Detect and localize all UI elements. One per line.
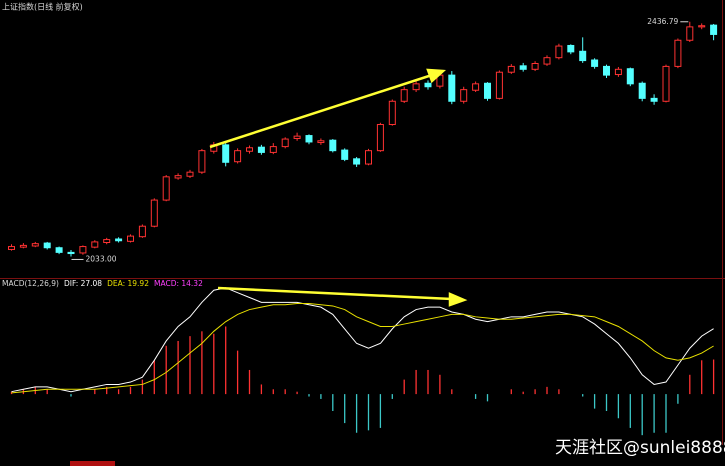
candle-body [388, 100, 396, 126]
candle-body [710, 24, 718, 35]
candle-body [650, 97, 658, 102]
candle-body [127, 235, 134, 242]
candle-body [400, 89, 408, 102]
low-annotation: 2033.00 [86, 254, 117, 263]
candle-body [614, 68, 622, 76]
candle-body [162, 176, 170, 201]
candle-body [353, 158, 361, 165]
candle-body [698, 25, 706, 28]
candle-body [531, 62, 539, 70]
macd-panel [10, 287, 715, 436]
candle-body [686, 26, 694, 41]
candle-body [31, 243, 39, 247]
candle-body [198, 150, 206, 173]
trend-arrow [209, 68, 468, 307]
candle-body [638, 82, 646, 99]
candle-body [555, 45, 563, 59]
candle-body [579, 50, 587, 62]
macd-line [11, 303, 714, 394]
candle-body [412, 83, 420, 91]
candle-body [662, 65, 670, 102]
candle-body [103, 239, 111, 243]
candle-body [591, 59, 599, 67]
indicator-title: MACD(12,26,9) [2, 279, 59, 288]
candle-body [43, 242, 51, 249]
price-panel: 2436.79 2033.00 [8, 17, 718, 263]
candle-body [376, 124, 384, 152]
candle-body [424, 82, 432, 88]
candle-body [91, 241, 99, 248]
candle-body [543, 57, 551, 65]
candle-body [329, 139, 337, 152]
candle-body [269, 146, 277, 153]
high-annotation: 2436.79 [647, 17, 678, 26]
chart-title: 上证指数(日线 前复权) [2, 2, 83, 12]
candle-body [174, 175, 182, 179]
legend-entry: DIF: 27.08 [64, 279, 102, 288]
candle-body [79, 246, 87, 254]
candle-body [365, 150, 372, 165]
candle-body [222, 144, 230, 163]
candle-body [341, 149, 349, 160]
candle-body [186, 171, 194, 177]
legend-entry: MACD: 14.32 [154, 279, 203, 288]
candle-body [484, 82, 491, 99]
candle-body [603, 65, 610, 76]
arrow-shaft [217, 286, 453, 301]
candle-body [519, 65, 527, 70]
candle-body [19, 244, 27, 248]
arrow-shaft [209, 73, 433, 149]
watermark: 天涯社区@sunlei8888 [555, 438, 725, 458]
candle-body [150, 199, 158, 227]
candle-body [55, 247, 63, 253]
arrow-head [426, 68, 447, 84]
candle-body [234, 150, 242, 163]
candle-body [305, 135, 313, 143]
candle-body [115, 238, 123, 242]
scroll-marker [70, 461, 115, 466]
macd-legend: MACD(12,26,9) DIF: 27.08 DEA: 19.92 MACD: 1… [2, 279, 203, 288]
macd-line [11, 287, 714, 393]
arrow-head [448, 292, 468, 307]
candle-body [281, 138, 289, 148]
candle-body [472, 83, 480, 91]
candle-body [507, 65, 515, 73]
candle-body [293, 135, 301, 139]
candle-body [67, 251, 75, 255]
candle-body [138, 225, 146, 238]
legend-entry: DEA: 19.92 [107, 279, 149, 288]
candle-body [257, 146, 265, 153]
candle-body [674, 39, 682, 67]
candle-body [8, 246, 15, 250]
candle-body [626, 68, 634, 85]
candle-body [246, 147, 253, 152]
candle-body [317, 140, 325, 144]
candle-body [448, 74, 456, 102]
candle-body [567, 44, 575, 53]
candle-body [495, 71, 503, 99]
candle-body [460, 89, 468, 102]
